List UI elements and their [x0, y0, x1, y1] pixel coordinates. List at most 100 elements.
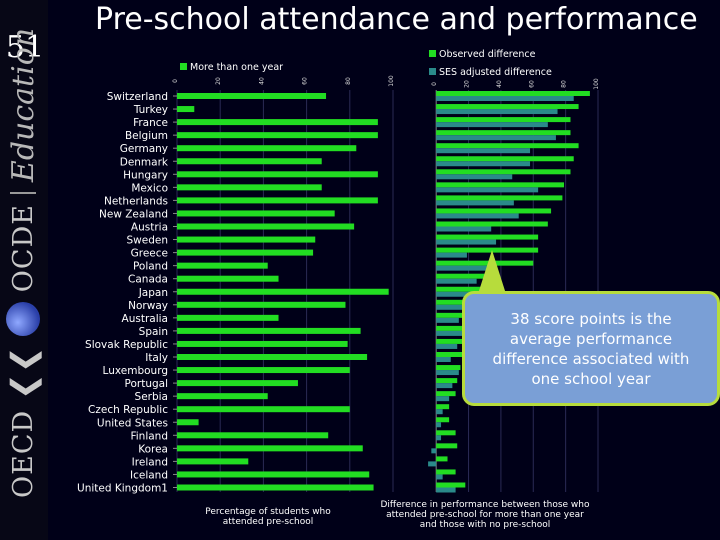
left-bar-iceland — [177, 471, 370, 478]
country-label-france: France — [133, 117, 168, 129]
left-bar-germany — [177, 145, 357, 152]
ses-adjusted-bar-france — [436, 122, 548, 128]
country-label-united-kingdom1: United Kingdom1 — [77, 483, 168, 495]
country-label-iceland: Iceland — [130, 469, 168, 481]
left-bar-norway — [177, 301, 346, 308]
country-label-mexico: Mexico — [131, 182, 168, 194]
right-tick-label: 100 — [593, 78, 600, 90]
left-bar-new-zealand — [177, 210, 335, 217]
ses-adjusted-bar-portugal — [436, 383, 453, 389]
observed-bar-austria — [436, 221, 548, 227]
ses-adjusted-bar-italy — [436, 357, 451, 362]
observed-bar-czech-republic — [436, 404, 450, 410]
ses-adjusted-bar-belgium — [436, 135, 556, 141]
left-legend-label: More than one year — [190, 62, 283, 73]
country-label-portugal: Portugal — [125, 378, 169, 390]
country-label-finland: Finland — [130, 430, 168, 442]
right-tick-label: 0 — [431, 82, 438, 86]
right-chart-caption: Difference in performance between those … — [380, 500, 590, 530]
ses-adjusted-bar-poland — [436, 265, 495, 271]
observed-bar-new-zealand — [436, 208, 552, 214]
left-bar-korea — [177, 445, 363, 452]
observed-bar-netherlands — [436, 195, 563, 201]
observed-bar-italy — [436, 352, 464, 357]
left-bar-serbia — [177, 393, 268, 400]
slide-title: Pre-school attendance and performance — [95, 2, 698, 37]
left-bar-austria — [177, 223, 355, 230]
left-bar-belgium — [177, 132, 378, 139]
country-label-canada: Canada — [128, 274, 168, 286]
ses-adjusted-bar-greece — [436, 252, 467, 258]
observed-bar-serbia — [436, 391, 456, 397]
left-bar-portugal — [177, 380, 298, 387]
country-label-hungary: Hungary — [123, 169, 168, 181]
observed-bar-ireland — [436, 456, 448, 462]
left-bar-netherlands — [177, 197, 378, 204]
ses-adjusted-bar-japan — [436, 291, 477, 297]
left-bar-czech-republic — [177, 406, 350, 413]
country-label-switzerland: Switzerland — [107, 91, 168, 103]
left-bar-greece — [177, 249, 314, 256]
observed-bar-iceland — [436, 469, 456, 475]
country-label-denmark: Denmark — [120, 156, 169, 168]
ses-adjusted-bar-germany — [436, 148, 531, 154]
left-tick-label: 20 — [215, 77, 222, 85]
observed-bar-turkey — [436, 104, 579, 110]
ses-adjusted-bar-united-states — [436, 422, 442, 428]
ses-adjusted-bar-turkey — [436, 109, 558, 115]
ses-adjusted-bar-canada — [436, 278, 477, 284]
country-label-germany: Germany — [120, 143, 168, 155]
left-bar-denmark — [177, 158, 322, 165]
observed-bar-japan — [436, 286, 498, 292]
callout-box: 38 score points is the average performan… — [462, 291, 720, 406]
country-label-new-zealand: New Zealand — [99, 208, 168, 220]
ses-adjusted-bar-slovak-republic — [436, 343, 458, 349]
left-branding-band — [0, 0, 48, 540]
left-bar-spain — [177, 327, 361, 334]
ses-adjusted-bar-spain — [436, 330, 466, 336]
observed-bar-spain — [436, 325, 482, 331]
country-label-italy: Italy — [145, 352, 168, 364]
left-bar-canada — [177, 275, 279, 282]
left-bar-sweden — [177, 236, 316, 243]
observed-bar-norway — [436, 299, 485, 305]
ses-adjusted-bar-ireland — [428, 461, 437, 467]
country-label-belgium: Belgium — [125, 130, 168, 142]
left-bar-switzerland — [177, 93, 327, 99]
right-tick-label: 40 — [496, 80, 503, 88]
observed-bar-united-kingdom1 — [436, 482, 466, 488]
country-label-czech-republic: Czech Republic — [88, 404, 168, 416]
observed-bar-denmark — [436, 156, 574, 162]
left-tick-label: 100 — [388, 75, 395, 87]
country-label-korea: Korea — [138, 443, 168, 455]
left-bar-luxembourg — [177, 367, 350, 374]
ses-legend-label: SES adjusted difference — [439, 67, 552, 78]
left-bar-ireland — [177, 458, 249, 465]
right-tick-label: 80 — [561, 80, 568, 88]
left-tick-label: 80 — [345, 77, 352, 85]
observed-bar-slovak-republic — [436, 338, 464, 344]
callout-pointer — [478, 250, 506, 294]
ses-adjusted-bar-finland — [436, 435, 442, 441]
observed-bar-germany — [436, 143, 579, 149]
left-legend-swatch — [180, 63, 187, 70]
observed-bar-australia — [436, 312, 485, 318]
ses-adjusted-bar-new-zealand — [436, 213, 519, 219]
observed-bar-canada — [436, 273, 498, 279]
ses-adjusted-bar-hungary — [436, 174, 513, 180]
country-label-slovak-republic: Slovak Republic — [85, 339, 168, 351]
country-label-netherlands: Netherlands — [104, 195, 168, 207]
left-chart-caption: Percentage of students who attended pre-… — [205, 507, 331, 527]
observed-legend-label: Observed difference — [439, 49, 536, 60]
right-tick-label: 20 — [464, 80, 471, 88]
country-label-ireland: Ireland — [132, 456, 168, 468]
ses-adjusted-bar-netherlands — [436, 200, 514, 206]
country-label-sweden: Sweden — [127, 235, 169, 247]
country-label-luxembourg: Luxembourg — [103, 365, 168, 377]
observed-bar-portugal — [436, 378, 458, 384]
ses-adjusted-bar-mexico — [436, 187, 539, 193]
observed-bar-korea — [436, 443, 458, 449]
ses-adjusted-bar-czech-republic — [436, 409, 443, 415]
country-label-poland: Poland — [133, 261, 168, 273]
ses-adjusted-bar-switzerland — [436, 96, 574, 101]
